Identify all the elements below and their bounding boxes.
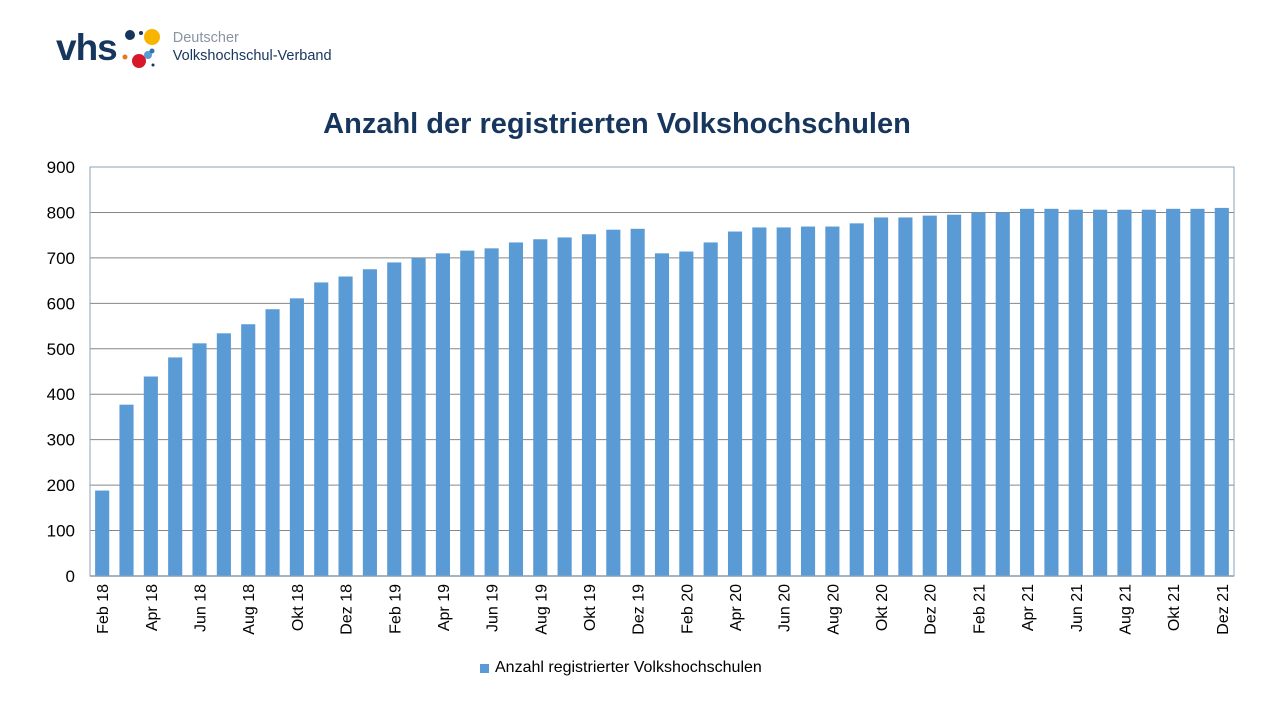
x-tick-label: Dez 20 — [923, 584, 940, 635]
bar — [1068, 209, 1083, 576]
bar — [1044, 208, 1059, 576]
x-tick-label: Feb 18 — [95, 584, 112, 634]
y-tick-label: 300 — [47, 431, 75, 450]
bar — [995, 212, 1010, 576]
bar — [484, 248, 499, 576]
logo-brand: vhs — [56, 26, 118, 68]
x-tick-label: Dez 21 — [1215, 584, 1232, 635]
x-tick-label: Jun 21 — [1069, 584, 1086, 632]
bar — [314, 282, 329, 576]
x-tick-label: Jun 18 — [193, 584, 210, 632]
bar — [338, 276, 353, 576]
bar — [776, 227, 791, 577]
bar — [387, 262, 402, 576]
bar — [581, 234, 597, 576]
y-tick-label: 200 — [47, 476, 75, 495]
plot-frame — [89, 166, 1235, 577]
x-tick-label: Feb 19 — [387, 584, 404, 634]
x-axis-ticks: Feb 18 Apr 18 Jun 18 Aug 18 Okt 18 Dez 18 Feb … — [95, 584, 1232, 635]
x-tick-label: Aug 20 — [825, 584, 842, 635]
bar — [971, 212, 986, 576]
x-tick-label: Apr 19 — [436, 584, 453, 631]
bar — [874, 217, 889, 576]
y-tick-label: 800 — [47, 203, 75, 222]
bar — [435, 253, 450, 576]
x-tick-label: Aug 18 — [241, 584, 258, 635]
y-tick-label: 0 — [66, 567, 75, 586]
bar — [95, 490, 110, 576]
bar — [947, 214, 962, 576]
y-tick-label: 100 — [47, 522, 75, 541]
y-axis-ticks: 0 100 200 300 400 500 600 700 800 900 — [47, 158, 75, 586]
legend: Anzahl registrierter Volkshochschulen — [480, 659, 762, 677]
x-tick-label: Feb 20 — [679, 584, 696, 634]
bar — [1214, 207, 1229, 576]
legend-swatch — [480, 663, 489, 673]
x-tick-label: Feb 21 — [971, 584, 988, 634]
y-tick-label: 500 — [47, 340, 75, 359]
bar — [1020, 208, 1035, 576]
x-tick-label: Apr 18 — [144, 584, 161, 631]
bar — [119, 404, 134, 576]
bar — [849, 223, 864, 576]
logo-text: Deutscher Volkshochschul-Verband — [173, 29, 332, 65]
bar — [460, 250, 475, 576]
bar — [825, 226, 840, 576]
bar — [898, 217, 913, 576]
bar — [216, 333, 231, 576]
bar — [143, 376, 158, 576]
x-tick-label: Okt 21 — [1166, 584, 1183, 631]
bar — [289, 298, 304, 576]
bar — [1117, 209, 1132, 576]
x-tick-label: Jun 19 — [485, 584, 502, 632]
x-tick-label: Apr 20 — [728, 584, 745, 631]
x-tick-label: Jun 20 — [777, 584, 794, 632]
bar — [168, 357, 183, 576]
chart-title: Anzahl der registrierten Volkshochschule… — [323, 108, 911, 140]
y-tick-label: 600 — [47, 294, 75, 313]
y-tick-label: 700 — [47, 249, 75, 268]
logo-dots-icon — [122, 29, 160, 68]
x-tick-label: Dez 18 — [339, 584, 356, 635]
bar — [922, 215, 937, 576]
y-tick-label: 900 — [47, 158, 75, 177]
bar — [630, 228, 645, 576]
x-tick-label: Okt 19 — [582, 584, 599, 631]
bar — [557, 237, 572, 576]
bar — [1093, 209, 1108, 576]
vhs-logo: vhs Deutscher Volkshochschul-Verband — [56, 24, 332, 70]
bar — [800, 226, 816, 576]
x-tick-label: Aug 21 — [1117, 584, 1134, 635]
bar — [1166, 208, 1181, 576]
bar — [362, 269, 377, 576]
x-tick-label: Apr 21 — [1020, 584, 1037, 631]
x-tick-label: Aug 19 — [533, 584, 550, 635]
bar — [606, 229, 621, 577]
bar — [1190, 208, 1205, 576]
x-tick-label: Okt 18 — [290, 584, 307, 631]
legend-label: Anzahl registrierter Volkshochschulen — [495, 659, 762, 676]
bar — [654, 253, 670, 576]
bar — [508, 242, 524, 576]
logo-line-1: Deutscher — [172, 30, 239, 46]
bar — [1141, 209, 1156, 576]
bar — [411, 257, 426, 576]
bar — [533, 239, 548, 577]
bar — [241, 324, 256, 576]
x-tick-label: Okt 20 — [874, 584, 891, 631]
bar — [703, 242, 718, 576]
x-tick-label: Dez 19 — [631, 584, 648, 635]
bar — [192, 343, 207, 576]
logo-line-2: Volkshochschul-Verband — [172, 48, 332, 64]
bar — [265, 309, 280, 576]
bars — [95, 207, 1229, 577]
bar — [679, 251, 694, 576]
y-tick-label: 400 — [47, 385, 75, 404]
bar — [752, 227, 767, 577]
bar — [727, 231, 743, 576]
